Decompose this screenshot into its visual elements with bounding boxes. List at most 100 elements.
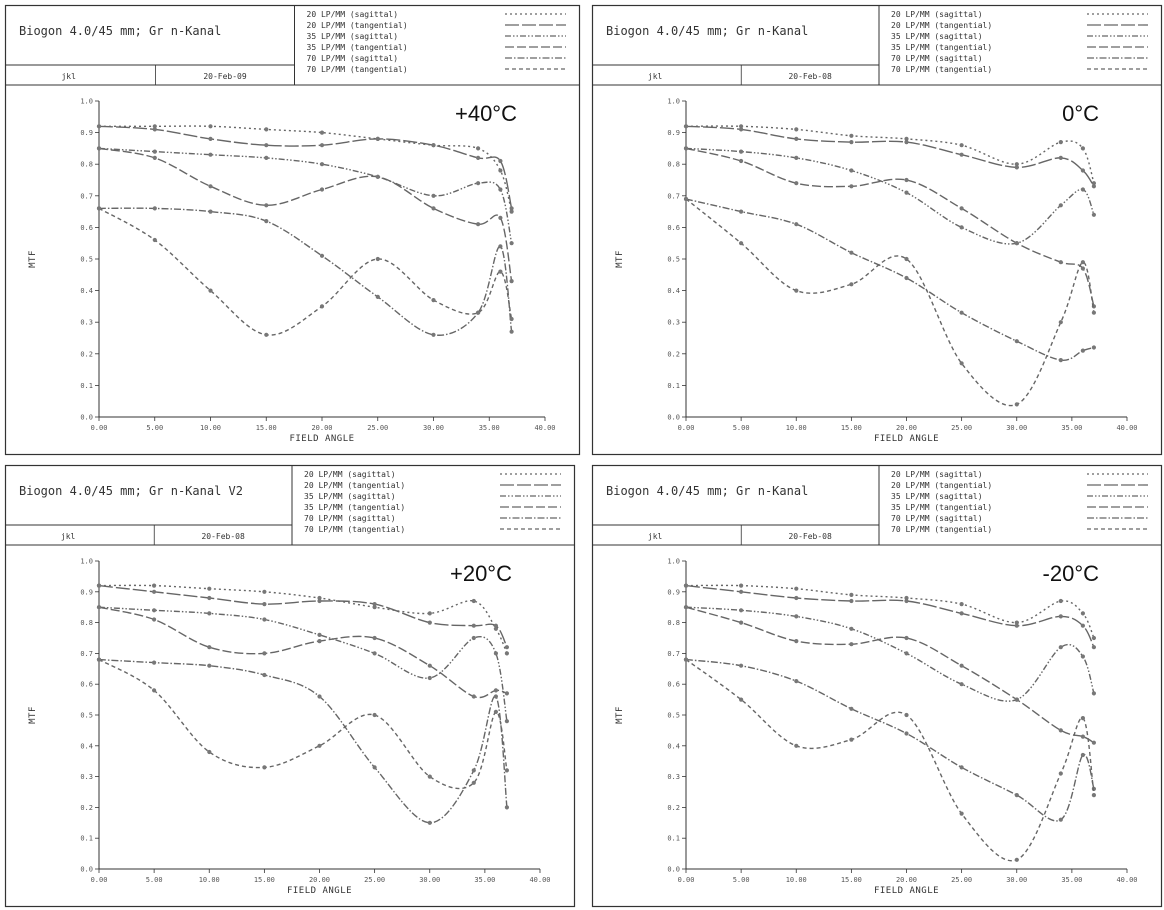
data-point-35-sagittal	[904, 651, 909, 656]
data-point-20-tangential	[152, 127, 157, 132]
data-point-70-tangential	[1091, 310, 1096, 315]
data-point-70-sagittal	[509, 329, 514, 334]
data-point-20-sagittal	[372, 605, 377, 610]
data-point-35-sagittal	[1058, 645, 1063, 650]
data-point-70-tangential	[904, 712, 909, 718]
data-point-35-tangential	[849, 184, 854, 189]
data-point-70-sagittal	[1058, 358, 1063, 363]
x-tick-label: 35.00	[1061, 424, 1082, 432]
data-point-35-tangential	[959, 206, 964, 211]
series-line-70-sagittal	[685, 198, 1095, 361]
data-point-70-tangential	[471, 780, 476, 785]
data-point-35-tangential	[1058, 260, 1063, 265]
legend-label-35-sagittal: 35 LP/MM (sagittal)	[891, 32, 983, 41]
data-point-70-tangential	[1014, 402, 1019, 407]
data-point-70-tangential	[96, 206, 102, 211]
legend-label-35-tangential: 35 LP/MM (tangential)	[307, 43, 408, 52]
data-point-35-tangential	[319, 187, 325, 192]
data-point-35-tangential	[504, 691, 509, 696]
legend-label-70-sagittal: 70 LP/MM (sagittal)	[304, 514, 396, 523]
x-tick-label: 20.00	[896, 424, 917, 432]
x-tick-label: 35.00	[479, 424, 500, 432]
data-point-35-sagittal	[317, 632, 322, 637]
data-point-20-tangential	[96, 124, 102, 129]
y-tick-label: 0.3	[667, 319, 680, 327]
panel-frame	[591, 4, 1163, 456]
data-point-20-tangential	[317, 598, 322, 604]
x-axis-label: FIELD ANGLE	[289, 434, 354, 444]
legend-label-70-tangential: 70 LP/MM (tangential)	[891, 65, 992, 74]
y-tick-label: 0.3	[667, 773, 680, 781]
data-point-70-sagittal	[152, 660, 157, 665]
series-line-35-tangential	[685, 147, 1095, 307]
data-point-70-tangential	[96, 657, 102, 662]
data-point-35-sagittal	[794, 614, 799, 619]
data-point-70-tangential	[1014, 857, 1019, 862]
x-tick-label: 25.00	[951, 424, 972, 432]
y-tick-label: 0.1	[80, 382, 93, 390]
data-point-35-tangential	[794, 181, 799, 186]
data-point-20-sagittal	[264, 127, 269, 132]
data-point-20-sagittal	[317, 595, 322, 601]
data-point-20-sagittal	[1058, 598, 1063, 604]
data-point-20-tangential	[1080, 168, 1085, 173]
data-point-70-tangential	[849, 737, 854, 742]
legend-label-20-sagittal: 20 LP/MM (sagittal)	[307, 10, 399, 19]
data-point-20-tangential	[683, 124, 689, 129]
x-tick-label: 0.00	[678, 876, 695, 884]
data-point-70-tangential	[375, 256, 380, 262]
series-line-20-tangential	[685, 125, 1095, 187]
data-point-35-tangential	[431, 206, 436, 211]
legend-label-35-tangential: 35 LP/MM (tangential)	[891, 503, 992, 512]
data-point-70-sagittal	[849, 706, 854, 711]
data-point-20-sagittal	[1080, 611, 1085, 616]
data-point-70-sagittal	[959, 765, 964, 770]
y-tick-label: 0.6	[667, 681, 680, 689]
legend-label-35-tangential: 35 LP/MM (tangential)	[304, 503, 405, 512]
y-axis-label: MTF	[615, 250, 625, 268]
x-tick-label: 15.00	[841, 424, 862, 432]
data-point-35-sagittal	[959, 225, 964, 230]
y-tick-label: 0.3	[80, 319, 93, 327]
y-tick-label: 0.9	[80, 129, 93, 137]
series-line-35-tangential	[98, 606, 508, 699]
data-point-20-tangential	[1014, 623, 1019, 628]
mtf-chart-svg: Biogon 4.0/45 mm; Gr n-Kanal jkl 20-Feb-08…	[591, 464, 1163, 908]
data-point-35-sagittal	[471, 635, 476, 641]
data-point-35-tangential	[372, 635, 377, 641]
y-tick-label: 0.4	[667, 287, 680, 295]
data-point-70-sagittal	[471, 768, 476, 773]
data-point-20-tangential	[504, 645, 509, 650]
y-tick-label: 0.2	[80, 804, 93, 812]
data-point-35-tangential	[208, 184, 213, 189]
series-line-35-tangential	[98, 147, 513, 282]
data-point-70-sagittal	[1080, 348, 1085, 353]
mtf-chart-panel-3: Biogon 4.0/45 mm; Gr n-Kanal V2 jkl 20-Feb…	[4, 464, 576, 908]
data-point-70-sagittal	[1014, 339, 1019, 344]
data-point-70-tangential	[683, 196, 689, 202]
data-point-70-sagittal	[904, 731, 909, 736]
series-line-70-tangential	[98, 658, 508, 790]
data-point-20-sagittal	[504, 651, 509, 656]
series-line-70-sagittal	[98, 658, 508, 824]
data-point-20-tangential	[372, 602, 377, 607]
data-point-20-tangential	[959, 611, 964, 616]
data-point-35-sagittal	[493, 651, 498, 656]
data-point-20-tangential	[1091, 645, 1096, 650]
x-tick-label: 5.00	[146, 424, 163, 432]
data-point-35-sagittal	[152, 608, 157, 613]
data-point-20-tangential	[431, 143, 436, 148]
data-point-20-sagittal	[959, 143, 964, 148]
data-point-20-sagittal	[794, 127, 799, 132]
data-point-70-sagittal	[739, 209, 744, 214]
data-point-20-sagittal	[498, 168, 503, 173]
legend-label-20-sagittal: 20 LP/MM (sagittal)	[891, 470, 983, 479]
data-point-20-tangential	[493, 623, 498, 628]
data-point-70-tangential	[1058, 320, 1063, 325]
data-point-20-tangential	[427, 620, 432, 625]
data-point-35-sagittal	[509, 241, 514, 246]
y-tick-label: 1.0	[667, 558, 680, 566]
author-label: jkl	[648, 532, 663, 541]
data-point-20-tangential	[739, 127, 744, 132]
x-tick-label: 0.00	[91, 424, 108, 432]
